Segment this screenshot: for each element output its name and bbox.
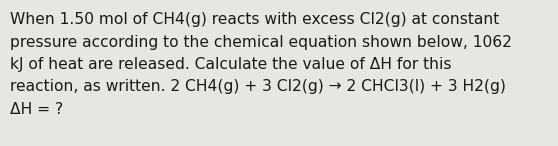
Text: kJ of heat are released. Calculate the value of ΔH for this: kJ of heat are released. Calculate the v… [10, 57, 451, 72]
Text: reaction, as written. 2 CH4(g) + 3 Cl2(g) → 2 CHCl3(l) + 3 H2(g): reaction, as written. 2 CH4(g) + 3 Cl2(g… [10, 80, 506, 94]
Text: When 1.50 mol of CH4(g) reacts with excess Cl2(g) at constant: When 1.50 mol of CH4(g) reacts with exce… [10, 12, 499, 27]
Text: pressure according to the chemical equation shown below, 1062: pressure according to the chemical equat… [10, 34, 512, 49]
Text: ΔH = ?: ΔH = ? [10, 102, 63, 117]
